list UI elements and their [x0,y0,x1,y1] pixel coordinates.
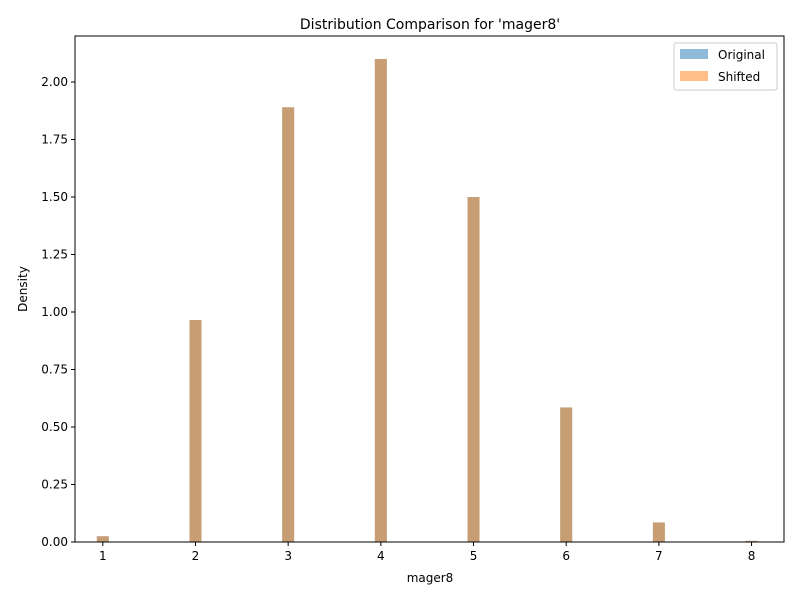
x-tick-label: 2 [192,549,200,563]
x-axis-label: mager8 [407,571,454,585]
legend-label-original: Original [718,48,765,62]
legend: Original Shifted [673,42,778,91]
x-axis-ticks: 1 2 3 4 5 6 7 8 [99,542,755,563]
bar-shifted-8 [745,540,758,542]
plot-frame [74,35,785,543]
y-axis-ticks: 0.00 0.25 0.50 0.75 1.00 1.25 1.50 1.75 2.00 [41,75,75,549]
bar-shifted-2 [189,320,202,542]
y-axis-label: Density [16,266,30,312]
y-tick-label: 1.50 [41,190,68,204]
x-tick-label: 7 [655,549,663,563]
bar-shifted-3 [282,107,295,543]
y-tick-label: 2.00 [41,75,68,89]
y-tick-label: 1.25 [41,248,68,262]
bar-shifted-7 [652,522,665,542]
x-tick-label: 4 [377,549,385,563]
legend-swatch-shifted [680,71,708,81]
legend-swatch-original [680,49,708,59]
y-tick-label: 0.25 [41,478,68,492]
y-tick-label: 0.75 [41,363,68,377]
y-tick-label: 0.00 [41,535,68,549]
chart-title: Distribution Comparison for 'mager8' [300,17,560,33]
y-tick-label: 1.75 [41,133,68,147]
y-tick-label: 1.00 [41,305,68,319]
bar-shifted-1 [96,536,109,542]
x-tick-label: 3 [284,549,292,563]
bar-shifted-6 [560,407,573,542]
legend-label-shifted: Shifted [718,70,760,84]
x-tick-label: 6 [562,549,570,563]
x-tick-label: 5 [470,549,478,563]
bars-layer [96,59,758,543]
bar-shifted-4 [374,59,387,542]
y-tick-label: 0.50 [41,420,68,434]
x-tick-label: 1 [99,549,107,563]
bar-shifted-5 [467,197,480,542]
x-tick-label: 8 [748,549,756,563]
